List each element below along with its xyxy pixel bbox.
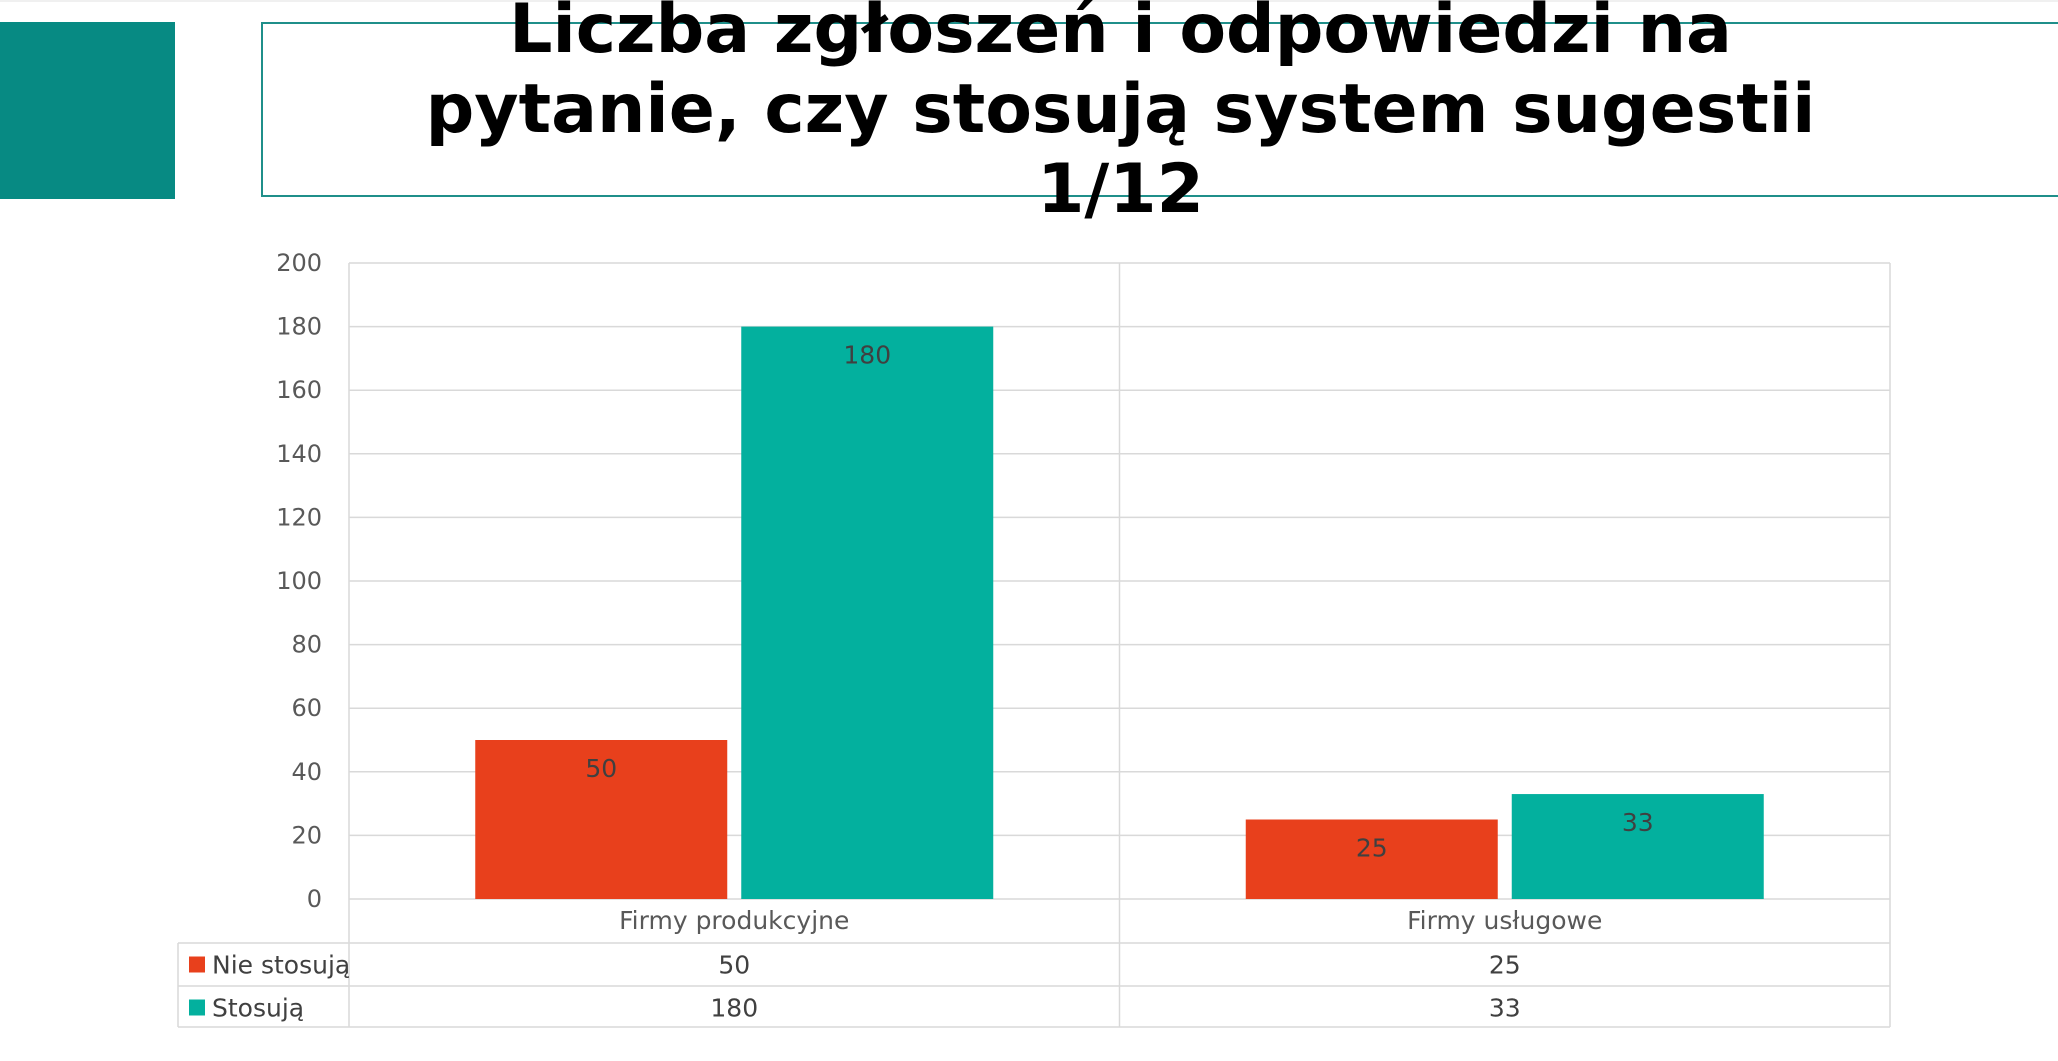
bar — [1245, 819, 1498, 899]
bar — [741, 326, 994, 900]
y-tick-label: 0 — [307, 885, 322, 913]
y-tick-label: 140 — [276, 440, 322, 468]
y-tick-label: 40 — [291, 758, 322, 786]
bar — [475, 740, 728, 899]
data-label: 180 — [843, 341, 891, 370]
y-tick-label: 120 — [276, 503, 322, 531]
table-value: 50 — [718, 951, 750, 980]
x-tick-label: Firmy usługowe — [1407, 906, 1602, 935]
top-rule — [0, 0, 2058, 2]
x-tick-label: Firmy produkcyjne — [619, 906, 849, 935]
accent-block — [0, 22, 175, 199]
page-title: Liczba zgłoszeń i odpowiedzi na pytanie,… — [425, 0, 1816, 229]
data-label: 50 — [585, 754, 617, 783]
legend-key — [189, 956, 205, 973]
legend-key — [189, 999, 205, 1016]
legend-entry: Stosują — [212, 994, 304, 1023]
legend-entry: Nie stosują — [212, 951, 350, 980]
y-tick-label: 100 — [276, 567, 322, 595]
table-value: 25 — [1489, 951, 1521, 980]
y-tick-label: 20 — [291, 821, 322, 849]
data-label: 25 — [1356, 834, 1388, 863]
bar — [1511, 794, 1764, 899]
y-tick-label: 160 — [276, 376, 322, 404]
y-tick-label: 80 — [291, 631, 322, 659]
y-tick-label: 200 — [276, 249, 322, 277]
y-tick-label: 60 — [291, 694, 322, 722]
data-label: 33 — [1622, 808, 1654, 837]
table-value: 180 — [710, 994, 758, 1023]
title-box: Liczba zgłoszeń i odpowiedzi na pytanie,… — [261, 0, 2058, 229]
table-value: 33 — [1489, 994, 1521, 1023]
y-tick-label: 180 — [276, 313, 322, 341]
